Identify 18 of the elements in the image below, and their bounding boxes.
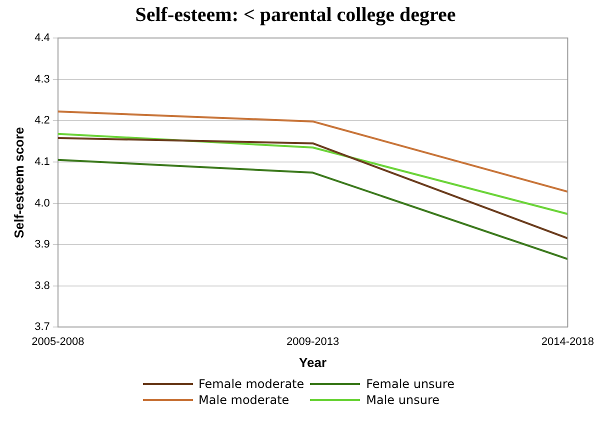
y-tick-label: 4.4	[34, 32, 50, 44]
x-tick-label: 2014-2018	[541, 336, 594, 348]
y-tick-label: 3.8	[34, 280, 50, 292]
legend-label: Female unsure	[366, 377, 454, 391]
y-tick-label: 4.1	[34, 156, 50, 168]
x-axis-title: Year	[299, 354, 327, 370]
y-tick-label: 3.9	[34, 238, 50, 251]
x-tick-label: 2009-2013	[286, 336, 340, 348]
x-tick-label: 2005-2008	[32, 336, 84, 348]
y-axis-title: Self-esteem score	[11, 126, 26, 238]
legend-label: Female moderate	[198, 377, 304, 391]
y-tick-label: 4.3	[34, 73, 50, 86]
y-tick-label: 4.2	[34, 114, 50, 127]
chart-title: Self-esteem: < parental college degree	[135, 4, 456, 26]
y-tick-label: 3.7	[34, 321, 50, 334]
legend-label: Male moderate	[198, 393, 290, 407]
legend-label: Male unsure	[366, 393, 440, 407]
y-tick-label: 4.0	[34, 197, 50, 210]
